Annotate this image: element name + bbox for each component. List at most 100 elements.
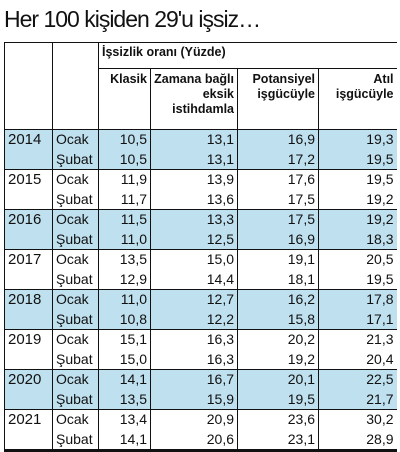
value-cell: 11,7 — [98, 189, 151, 210]
value-cell: 17,8 — [317, 289, 397, 310]
value-cell: 17,5 — [237, 209, 319, 230]
year-cell: 2017 — [4, 249, 53, 290]
header-row: Klasik Zamana bağlı eksik istihdamla Potan… — [4, 68, 397, 130]
value-cell: 19,5 — [317, 169, 397, 190]
month-cell: Şubat — [52, 229, 99, 250]
month-cell: Ocak — [52, 409, 99, 430]
value-cell: 18,3 — [317, 229, 397, 250]
month-cell: Şubat — [52, 309, 99, 330]
value-cell: 10,5 — [98, 149, 151, 170]
table-row: 2016 Ocak 11,5 13,3 17,5 19,2 — [4, 209, 397, 250]
value-cell: 17,2 — [237, 149, 319, 170]
value-cell: 11,0 — [98, 229, 151, 250]
month-cell: Şubat — [52, 149, 99, 170]
month-cell: Ocak — [52, 169, 99, 190]
month-cell: Ocak — [52, 369, 99, 390]
value-cell: 28,9 — [317, 429, 397, 451]
table-row: Şubat 15,0 16,3 19,2 20,4 — [5, 349, 397, 370]
value-cell: 13,3 — [150, 209, 238, 230]
value-cell: 20,6 — [150, 429, 238, 451]
value-cell: 20,1 — [237, 369, 319, 390]
value-cell: 12,5 — [150, 229, 238, 250]
month-cell: Ocak — [52, 129, 99, 150]
table-row: Şubat 11,7 13,6 17,5 19,2 — [5, 189, 397, 210]
value-cell: 20,9 — [150, 409, 238, 430]
month-cell: Ocak — [52, 249, 99, 270]
value-cell: 12,7 — [150, 289, 238, 310]
value-cell: 15,9 — [150, 389, 238, 410]
year-cell: 2021 — [4, 409, 53, 451]
value-cell: 13,1 — [150, 149, 238, 170]
value-cell: 13,5 — [98, 389, 151, 410]
value-cell: 13,5 — [98, 249, 151, 270]
value-cell: 13,9 — [150, 169, 238, 190]
value-cell: 18,1 — [237, 269, 319, 290]
value-cell: 16,9 — [237, 229, 319, 250]
table-row: 2019 Ocak 15,1 16,3 20,2 21,3 — [4, 329, 397, 370]
table-row: 2018 Ocak 11,0 12,7 16,2 17,8 — [4, 289, 397, 330]
month-cell: Şubat — [52, 389, 99, 410]
year-cell: 2018 — [4, 289, 53, 330]
year-cell: 2015 — [4, 169, 53, 210]
value-cell: 23,6 — [237, 409, 319, 430]
month-cell: Şubat — [52, 269, 99, 290]
value-cell: 14,4 — [150, 269, 238, 290]
value-cell: 16,9 — [237, 129, 319, 150]
title: Her 100 kişiden 29'u işsiz… — [4, 6, 261, 32]
value-cell: 13,4 — [98, 409, 151, 430]
table-head: İşsizlik oranı (Yüzde) Klasik Zamana bağl… — [4, 42, 397, 130]
value-cell: 19,5 — [317, 149, 397, 170]
value-cell: 20,5 — [317, 249, 397, 270]
column-header: Atıl işgücüyle — [317, 68, 397, 130]
value-cell: 15,0 — [150, 249, 238, 270]
value-cell: 22,5 — [317, 369, 397, 390]
value-cell: 16,2 — [237, 289, 319, 310]
year-cell: 2016 — [4, 209, 53, 250]
value-cell: 16,3 — [150, 349, 238, 370]
value-cell: 14,1 — [98, 429, 151, 451]
value-cell: 17,5 — [237, 189, 319, 210]
value-cell: 15,0 — [98, 349, 151, 370]
value-cell: 19,3 — [317, 129, 397, 150]
value-cell: 12,9 — [98, 269, 151, 290]
value-cell: 19,1 — [237, 249, 319, 270]
value-cell: 16,3 — [150, 329, 238, 350]
month-cell: Şubat — [52, 189, 99, 210]
table-row: Şubat 10,8 12,2 15,8 17,1 — [5, 309, 397, 330]
table-row: Şubat 10,5 13,1 17,2 19,5 — [5, 149, 397, 170]
header-row: İşsizlik oranı (Yüzde) — [4, 42, 397, 69]
value-cell: 21,7 — [317, 389, 397, 410]
value-cell: 11,0 — [98, 289, 151, 310]
column-header: Zamana bağlı eksik istihdamla — [150, 68, 238, 130]
month-cell: Ocak — [52, 289, 99, 310]
table-row: Şubat 11,0 12,5 16,9 18,3 — [5, 229, 397, 250]
year-cell: 2020 — [4, 369, 53, 410]
table-body: 2014 Ocak 10,5 13,1 16,9 19,3 Şubat 10,5 13,1 17,… — [4, 129, 397, 451]
table-row: Şubat 14,1 20,6 23,1 28,9 — [5, 429, 397, 451]
value-cell: 23,1 — [237, 429, 319, 451]
value-cell: 17,1 — [317, 309, 397, 330]
value-cell: 19,5 — [237, 389, 319, 410]
value-cell: 11,5 — [98, 209, 151, 230]
value-cell: 19,2 — [317, 189, 397, 210]
year-cell: 2014 — [4, 129, 53, 170]
month-cell: Şubat — [52, 429, 99, 451]
value-cell: 17,6 — [237, 169, 319, 190]
table-row: 2020 Ocak 14,1 16,7 20,1 22,5 — [4, 369, 397, 410]
value-cell: 19,5 — [317, 269, 397, 290]
value-cell: 19,2 — [317, 209, 397, 230]
value-cell: 19,2 — [237, 349, 319, 370]
table-row: 2014 Ocak 10,5 13,1 16,9 19,3 — [4, 129, 397, 170]
column-header: Potansiyel işgücüyle — [237, 68, 319, 130]
value-cell: 15,1 — [98, 329, 151, 350]
value-cell: 20,4 — [317, 349, 397, 370]
table-row: Şubat 12,9 14,4 18,1 19,5 — [5, 269, 397, 290]
value-cell: 10,8 — [98, 309, 151, 330]
value-cell: 10,5 — [98, 129, 151, 150]
unemployment-table: İşsizlik oranı (Yüzde) Klasik Zamana bağl… — [4, 42, 397, 452]
month-cell: Ocak — [52, 209, 99, 230]
value-cell: 30,2 — [317, 409, 397, 430]
value-cell: 12,2 — [150, 309, 238, 330]
table-row: 2015 Ocak 11,9 13,9 17,6 19,5 — [4, 169, 397, 210]
